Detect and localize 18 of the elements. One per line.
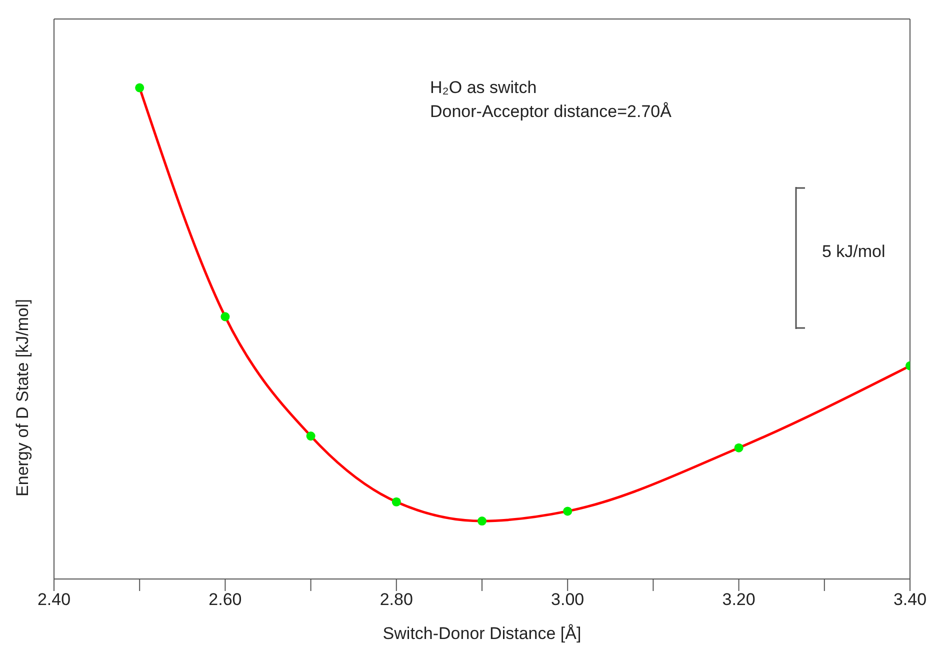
annotation: H₂O as switch — [430, 78, 537, 98]
annotation: 5 kJ/mol — [822, 242, 886, 262]
x-axis-title: Switch-Donor Distance [Å] — [382, 624, 582, 643]
point — [477, 516, 487, 526]
y-axis-title: Energy of D State [kJ/mol] — [13, 299, 32, 496]
point — [563, 506, 572, 516]
point — [306, 432, 316, 441]
point — [135, 83, 144, 92]
x-tick-label: 2.80 — [380, 590, 413, 610]
x-tick-label: 2.60 — [208, 590, 242, 610]
x-tick-label: 3.40 — [893, 590, 927, 610]
point — [734, 443, 744, 452]
x-tick-label: 2.40 — [37, 590, 71, 610]
x-tick-label: 3.20 — [722, 590, 756, 610]
x-tick-label: 3.00 — [551, 590, 584, 610]
annotation: Donor-Acceptor distance=2.70Å — [430, 102, 672, 122]
point — [220, 312, 230, 322]
point — [392, 497, 401, 506]
